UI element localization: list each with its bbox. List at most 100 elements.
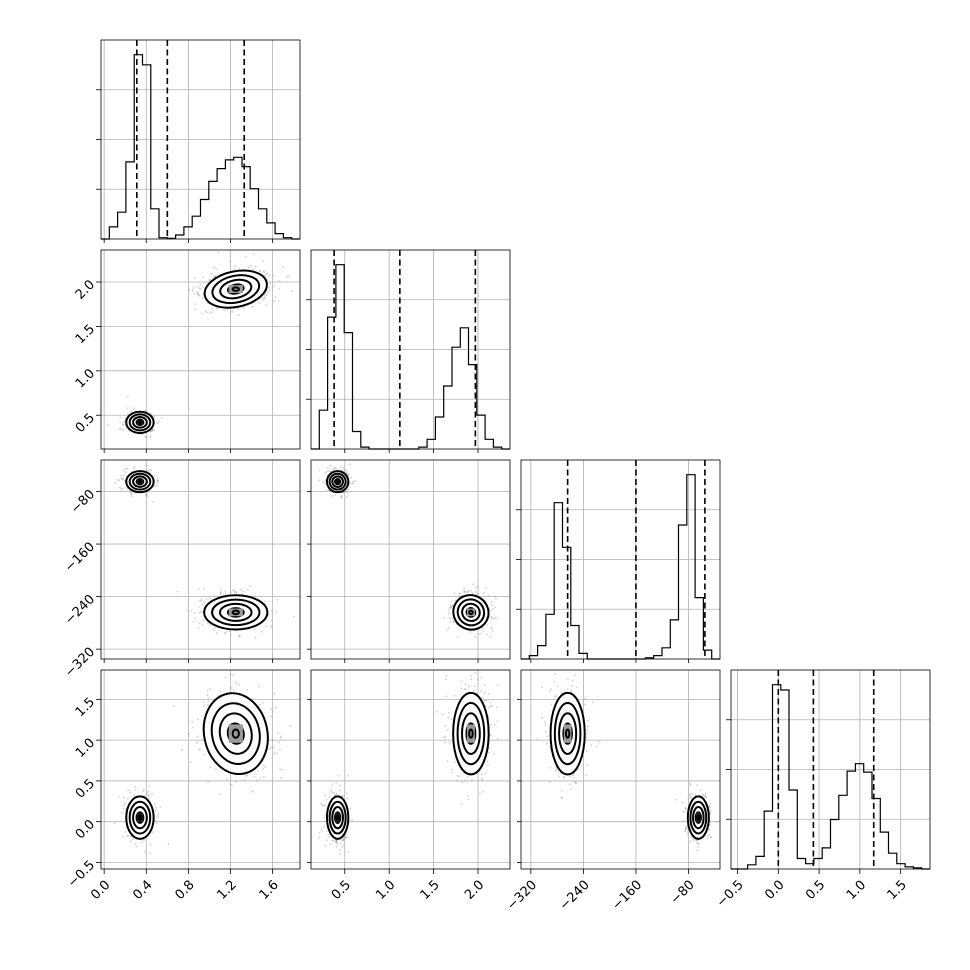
sample-point bbox=[147, 797, 150, 799]
sample-point bbox=[474, 635, 477, 638]
sample-point bbox=[265, 625, 267, 628]
sample-point bbox=[120, 812, 123, 814]
sample-point bbox=[560, 789, 563, 792]
density-core bbox=[228, 285, 243, 294]
sample-point bbox=[186, 610, 189, 612]
axes-frame bbox=[520, 459, 721, 660]
x-tick-label: 1.5 bbox=[418, 878, 443, 903]
sample-point bbox=[293, 615, 295, 618]
sample-point bbox=[445, 695, 447, 698]
sample-point bbox=[496, 683, 499, 686]
sample-point bbox=[216, 307, 219, 309]
sample-point bbox=[254, 265, 257, 268]
sample-point bbox=[345, 836, 348, 838]
sample-point bbox=[260, 631, 263, 633]
sample-point bbox=[146, 436, 148, 438]
sample-point bbox=[196, 291, 199, 294]
sample-point bbox=[318, 836, 321, 839]
sample-point bbox=[496, 617, 499, 619]
sample-point bbox=[126, 467, 129, 470]
sample-point bbox=[259, 301, 262, 304]
sample-point bbox=[212, 266, 215, 269]
sample-point bbox=[471, 592, 474, 594]
sample-point bbox=[267, 748, 270, 750]
sample-point bbox=[203, 753, 206, 756]
sample-point bbox=[583, 698, 586, 700]
sample-point bbox=[237, 634, 240, 636]
sample-point bbox=[155, 421, 158, 424]
sample-point bbox=[197, 293, 200, 296]
sample-point bbox=[331, 495, 333, 497]
sample-point bbox=[570, 788, 572, 791]
sample-point bbox=[201, 297, 204, 299]
density-core bbox=[136, 479, 144, 484]
sample-point bbox=[443, 616, 445, 619]
sample-point bbox=[265, 294, 268, 296]
sample-point bbox=[687, 797, 690, 800]
sample-point bbox=[453, 761, 456, 763]
sample-point bbox=[490, 626, 493, 629]
sample-point bbox=[481, 627, 484, 630]
sample-point bbox=[287, 275, 290, 278]
axes-frame bbox=[100, 39, 301, 240]
sample-point bbox=[585, 696, 588, 698]
contour-line bbox=[137, 479, 143, 484]
sample-point bbox=[485, 633, 488, 636]
sample-point bbox=[113, 822, 116, 825]
sample-point bbox=[341, 839, 344, 842]
sample-point bbox=[151, 793, 154, 795]
sample-point bbox=[152, 501, 154, 504]
sample-point bbox=[701, 794, 704, 797]
sample-point bbox=[272, 746, 275, 749]
sample-point bbox=[263, 297, 266, 300]
sample-point bbox=[226, 631, 229, 633]
sample-point bbox=[201, 603, 204, 606]
sample-point bbox=[202, 286, 205, 289]
sample-point bbox=[447, 716, 450, 719]
sample-point bbox=[587, 720, 589, 722]
axes-frame bbox=[100, 459, 301, 660]
sample-point bbox=[126, 834, 129, 837]
sample-point bbox=[335, 467, 338, 470]
sample-point bbox=[327, 467, 329, 470]
sample-point bbox=[482, 592, 485, 595]
sample-point bbox=[147, 469, 150, 472]
sample-point bbox=[209, 279, 211, 281]
sample-point bbox=[141, 841, 144, 844]
contour-line bbox=[128, 413, 152, 432]
sample-point bbox=[709, 809, 712, 812]
sample-point bbox=[562, 777, 565, 779]
sample-point bbox=[331, 792, 334, 794]
sample-point bbox=[275, 611, 278, 614]
sample-point bbox=[149, 435, 152, 438]
sample-point bbox=[262, 764, 265, 767]
contour-line bbox=[553, 702, 582, 766]
sample-point bbox=[444, 735, 447, 738]
sample-point bbox=[544, 724, 547, 726]
sample-point bbox=[129, 835, 132, 838]
sample-point bbox=[118, 428, 121, 431]
sample-point bbox=[691, 837, 693, 839]
sample-point bbox=[133, 409, 136, 412]
sample-point bbox=[143, 435, 146, 438]
sample-point bbox=[133, 467, 136, 470]
sample-point bbox=[340, 495, 343, 497]
sample-point bbox=[263, 296, 266, 299]
sample-point bbox=[338, 774, 340, 777]
sample-point bbox=[349, 463, 352, 466]
sample-point bbox=[198, 622, 201, 625]
sample-point bbox=[270, 708, 273, 711]
y-tick-label: 0.0 bbox=[73, 817, 98, 842]
sample-point bbox=[213, 276, 215, 278]
y-tick-label: −320 bbox=[62, 645, 98, 681]
sample-point bbox=[546, 735, 549, 738]
sample-point bbox=[188, 733, 190, 735]
sample-point bbox=[483, 699, 486, 702]
sample-point bbox=[252, 790, 255, 793]
density-core bbox=[335, 479, 341, 484]
sample-point bbox=[203, 601, 206, 604]
histogram-series-0 bbox=[101, 54, 300, 240]
sample-point bbox=[249, 585, 252, 588]
sample-point bbox=[219, 593, 222, 596]
sample-point bbox=[215, 268, 218, 270]
